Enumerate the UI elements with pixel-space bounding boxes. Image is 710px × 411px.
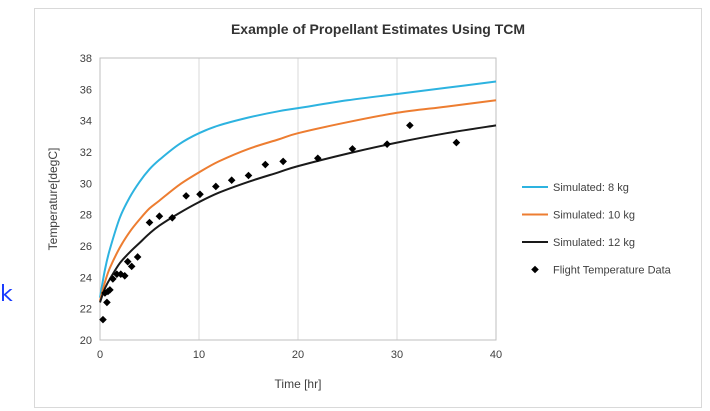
data-point-26 <box>452 138 461 147</box>
y-axis-label: Temperature[degC] <box>46 148 60 251</box>
chart-frame <box>34 8 702 408</box>
y-tick-label-8: 36 <box>80 84 92 96</box>
data-point-2 <box>103 298 111 307</box>
x-tick-label-4: 40 <box>490 349 502 361</box>
data-point-13 <box>155 212 164 221</box>
legend-label-0: Simulated: 8 kg <box>553 182 629 194</box>
x-tick-label-2: 20 <box>292 349 304 361</box>
data-point-9 <box>123 257 132 266</box>
data-point-23 <box>348 145 357 153</box>
data-point-5 <box>109 275 117 283</box>
data-point-4 <box>106 286 114 294</box>
data-point-20 <box>261 160 270 169</box>
data-point-21 <box>279 157 287 166</box>
legend-label-2: Simulated: 12 kg <box>553 237 635 249</box>
data-point-18 <box>227 176 236 184</box>
plot-area <box>99 57 497 341</box>
series-line-0 <box>99 80 497 298</box>
y-tick-label-9: 38 <box>80 53 92 65</box>
legend-label-3: Flight Temperature Data <box>553 265 672 277</box>
series-line-1 <box>99 99 497 302</box>
data-point-19 <box>244 171 253 180</box>
chart-title: Example of Propellant Estimates Using TC… <box>231 21 525 37</box>
legend-label-1: Simulated: 10 kg <box>553 210 635 222</box>
data-point-11 <box>133 253 142 261</box>
y-tick-label-7: 34 <box>80 116 92 128</box>
series-line-2 <box>99 124 497 303</box>
data-point-10 <box>127 262 136 271</box>
y-tick-label-4: 28 <box>80 210 92 222</box>
series-lines <box>99 80 497 303</box>
y-tick-labels: 20 22 24 26 28 30 32 34 36 38 <box>80 53 92 347</box>
data-point-24 <box>383 140 391 148</box>
y-tick-label-2: 24 <box>80 272 92 284</box>
y-tick-label-3: 26 <box>80 241 92 253</box>
data-point-16 <box>196 190 204 199</box>
data-point-12 <box>145 218 154 227</box>
legend-swatch-3 <box>531 265 539 274</box>
legend: Simulated: 8 kg Simulated: 10 kg Simulated… <box>522 182 672 277</box>
x-tick-label-3: 30 <box>391 349 403 361</box>
y-tick-label-5: 30 <box>80 178 92 190</box>
data-point-14 <box>168 214 177 222</box>
data-point-6 <box>113 270 121 278</box>
grid-lines <box>99 58 497 340</box>
data-point-22 <box>314 154 322 163</box>
data-point-25 <box>406 121 414 130</box>
y-tick-label-1: 22 <box>80 304 92 316</box>
x-axis-label: Time [hr] <box>275 377 322 391</box>
y-tick-label-6: 32 <box>80 147 92 159</box>
data-point-8 <box>120 271 129 280</box>
data-point-15 <box>182 192 190 200</box>
x-tick-label-0: 0 <box>97 349 103 361</box>
scatter-points <box>99 121 461 324</box>
side-glyph: k <box>0 282 13 307</box>
x-tick-label-1: 10 <box>193 349 205 361</box>
x-tick-labels: 0 10 20 30 40 <box>97 349 502 361</box>
data-point-17 <box>212 182 220 191</box>
data-point-0 <box>99 315 107 324</box>
y-tick-label-0: 20 <box>80 335 92 347</box>
